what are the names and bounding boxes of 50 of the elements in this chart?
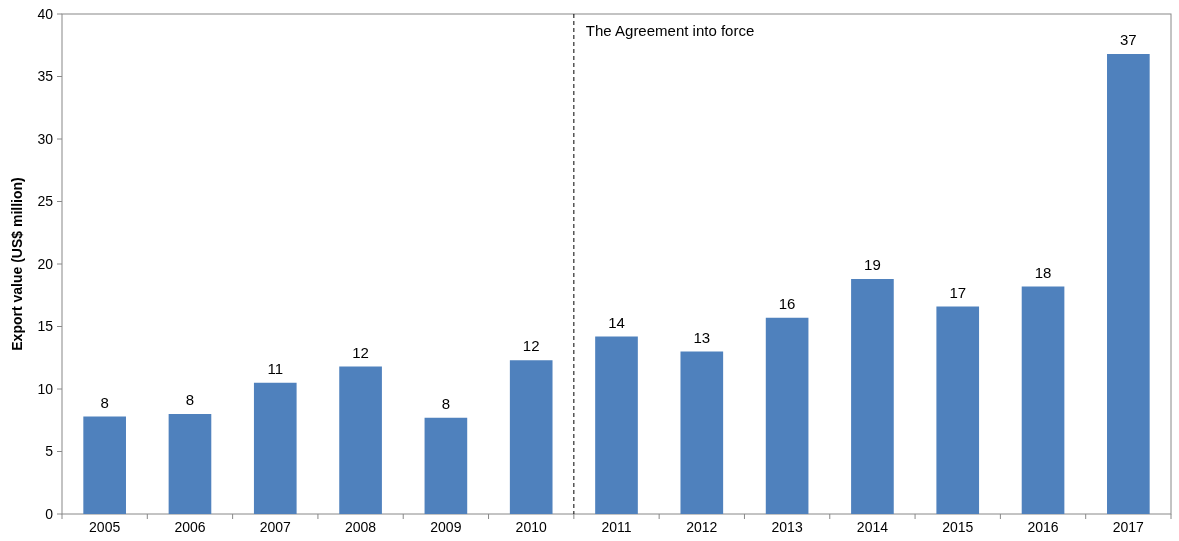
data-label: 37 xyxy=(1120,31,1137,48)
bar xyxy=(509,360,553,514)
bar xyxy=(339,366,382,514)
y-tick-label: 10 xyxy=(37,380,54,397)
data-label: 16 xyxy=(778,294,796,312)
data-label: 14 xyxy=(608,313,625,331)
bar xyxy=(1107,54,1150,514)
bar xyxy=(168,414,212,514)
y-tick-label: 35 xyxy=(37,68,54,85)
x-tick-label: 2014 xyxy=(856,519,889,535)
y-tick-label: 25 xyxy=(37,193,54,210)
x-tick-label: 2008 xyxy=(345,519,377,535)
data-label: 8 xyxy=(100,393,109,411)
y-axis-title: Export value (US$ million) xyxy=(9,177,25,351)
data-label: 18 xyxy=(1034,263,1052,281)
data-label: 12 xyxy=(352,343,369,361)
x-tick-label: 2005 xyxy=(89,519,121,535)
ref-line-label: The Agreement into force xyxy=(585,22,755,39)
x-tick-label: 2012 xyxy=(686,519,718,535)
y-tick-label: 40 xyxy=(37,5,54,22)
bar xyxy=(765,317,809,514)
x-tick-label: 2013 xyxy=(771,519,803,535)
data-label: 13 xyxy=(693,328,711,346)
data-label: 8 xyxy=(441,394,451,412)
y-tick-label: 15 xyxy=(37,318,54,335)
data-label: 8 xyxy=(185,391,195,408)
y-tick-label: 5 xyxy=(45,443,54,460)
data-label: 11 xyxy=(267,359,284,377)
x-tick-label: 2009 xyxy=(430,519,462,535)
x-tick-label: 2015 xyxy=(942,519,974,535)
y-tick-label: 20 xyxy=(37,255,54,272)
x-tick-label: 2007 xyxy=(259,519,292,535)
x-tick-label: 2016 xyxy=(1027,519,1059,535)
y-tick-label: 0 xyxy=(45,505,54,522)
bar xyxy=(851,279,894,514)
data-label: 19 xyxy=(864,256,881,273)
bar xyxy=(595,336,638,514)
bar xyxy=(253,382,297,514)
data-label: 12 xyxy=(522,337,540,355)
y-tick-label: 30 xyxy=(37,130,54,147)
x-tick-label: 2010 xyxy=(515,519,547,535)
bar xyxy=(83,416,126,514)
bar xyxy=(1021,286,1065,514)
data-label: 17 xyxy=(949,283,967,301)
x-tick-label: 2011 xyxy=(601,519,632,535)
bar xyxy=(680,351,724,514)
x-tick-label: 2006 xyxy=(174,519,206,535)
bar xyxy=(424,417,468,514)
bar xyxy=(936,306,980,514)
x-tick-label: 2017 xyxy=(1112,519,1145,535)
